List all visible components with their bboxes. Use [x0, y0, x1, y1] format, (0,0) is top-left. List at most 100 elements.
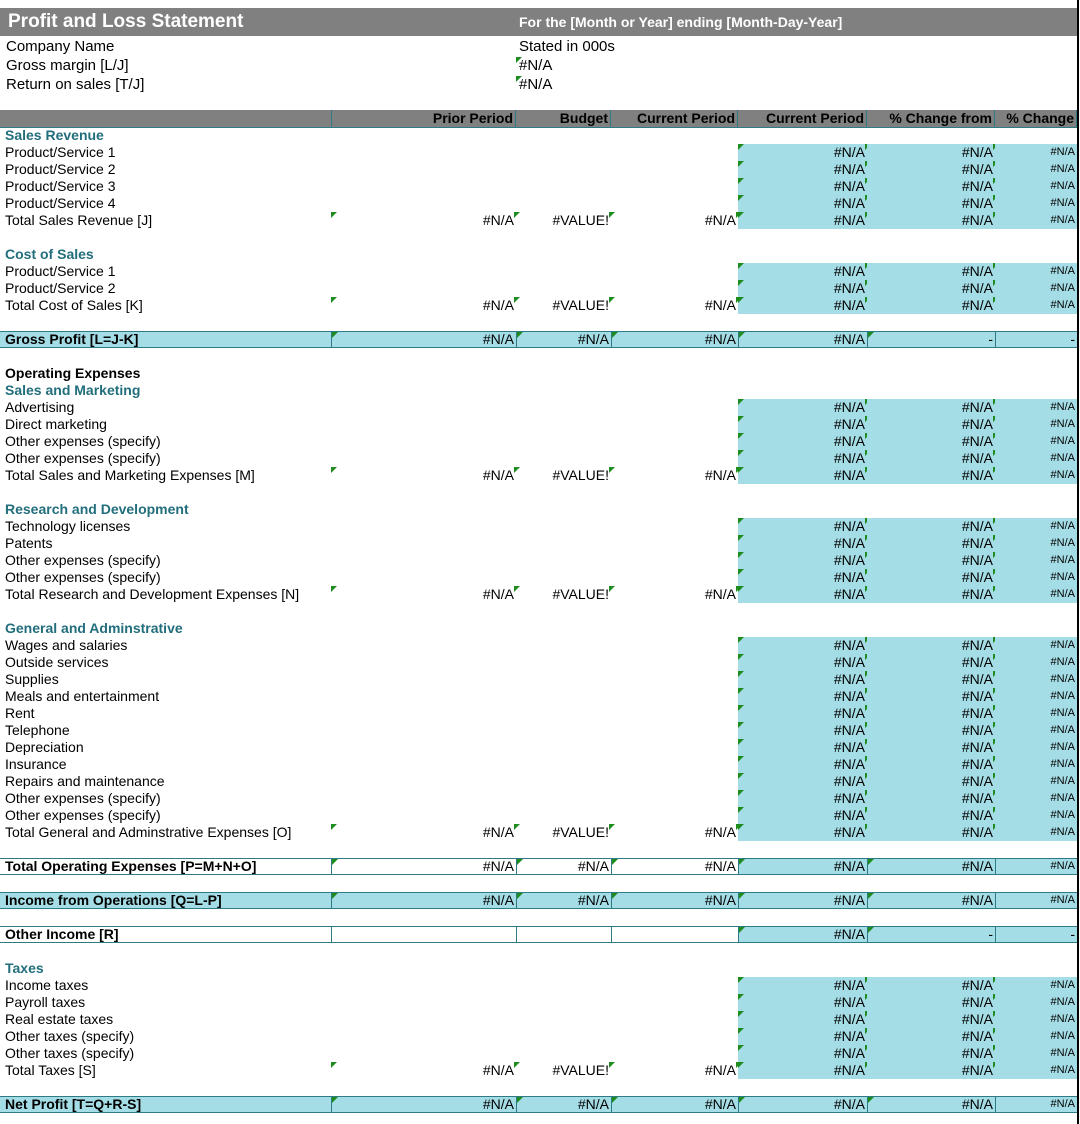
cell-marker	[514, 1062, 520, 1068]
info-value: #N/A	[519, 57, 553, 74]
cell-value: #N/A	[833, 773, 865, 789]
cell-border	[516, 892, 517, 909]
value-cell-bg	[738, 1062, 867, 1079]
cell-value: #N/A	[1050, 639, 1075, 651]
cell-value: #N/A	[961, 739, 993, 755]
cell-value: #N/A	[961, 1096, 993, 1112]
cell-value: #N/A	[833, 518, 865, 534]
cell-value: #N/A	[833, 144, 865, 160]
cell-value: #N/A	[577, 858, 609, 874]
cell-border	[516, 926, 517, 943]
value-cell-bg	[738, 416, 867, 433]
column-header: Budget	[516, 110, 611, 128]
cell-value: #N/A	[961, 144, 993, 160]
value-cell-bg	[995, 195, 1077, 212]
cell-value: #N/A	[961, 161, 993, 177]
cell-border	[331, 892, 332, 909]
cell-border	[516, 331, 517, 348]
value-cell-bg	[867, 1011, 995, 1028]
cell-marker	[739, 893, 745, 899]
value-cell-bg	[995, 671, 1077, 688]
cell-marker	[609, 1062, 615, 1068]
cell-value: #N/A	[961, 569, 993, 585]
band-label: Income from Operations [Q=L-P]	[5, 892, 222, 908]
value-cell-bg	[867, 518, 995, 535]
value-cell-bg	[867, 212, 995, 229]
cell-value: #N/A	[961, 416, 993, 432]
cell-marker	[738, 654, 744, 660]
value-cell-bg	[995, 994, 1077, 1011]
cell-marker	[738, 824, 744, 830]
cell-value: #N/A	[704, 858, 736, 874]
cell-marker	[868, 1097, 874, 1103]
cell-value: #N/A	[1050, 996, 1075, 1008]
cell-marker	[738, 739, 744, 745]
cell-marker	[738, 399, 744, 405]
value-cell-bg	[995, 637, 1077, 654]
cell-marker	[609, 212, 615, 218]
cell-border	[611, 892, 612, 909]
cell-value: #N/A	[1050, 690, 1075, 702]
value-cell-bg	[995, 688, 1077, 705]
row-label: Outside services	[5, 654, 109, 670]
value-cell-bg	[867, 705, 995, 722]
cell-border	[995, 926, 996, 943]
column-header: Current Period	[738, 110, 867, 128]
cell-value: #N/A	[961, 722, 993, 738]
value-cell-bg	[867, 722, 995, 739]
value-cell-bg	[867, 977, 995, 994]
cell-value: #N/A	[833, 1028, 865, 1044]
cell-border	[331, 1096, 332, 1113]
cell-value: #N/A	[961, 1045, 993, 1061]
cell-value: #N/A	[833, 331, 865, 347]
band-row	[0, 1096, 1077, 1113]
cell-value: #N/A	[1050, 265, 1075, 277]
value-cell-bg	[867, 654, 995, 671]
value-cell-bg	[995, 756, 1077, 773]
row-label: Product/Service 1	[5, 263, 116, 279]
cell-marker	[738, 722, 744, 728]
value-cell-bg	[995, 790, 1077, 807]
section-title: General and Adminstrative	[5, 620, 183, 636]
value-cell-bg	[738, 1011, 867, 1028]
total-label: Total Research and Development Expenses …	[5, 586, 300, 602]
cell-value: #N/A	[833, 569, 865, 585]
cell-marker	[868, 893, 874, 899]
row-label: Depreciation	[5, 739, 84, 755]
row-label: Product/Service 3	[5, 178, 116, 194]
section-title: Research and Development	[5, 501, 189, 517]
value-cell-bg	[995, 297, 1077, 314]
cell-value: #N/A	[961, 450, 993, 466]
cell-marker	[738, 1028, 744, 1034]
cell-value: #N/A	[961, 654, 993, 670]
cell-value: #N/A	[833, 739, 865, 755]
cell-marker	[514, 467, 520, 473]
value-cell-bg	[995, 518, 1077, 535]
value-cell-bg	[738, 212, 867, 229]
cell-value: #N/A	[961, 705, 993, 721]
cell-value: #N/A	[961, 1028, 993, 1044]
cell-value: #N/A	[704, 331, 736, 347]
cell-border	[516, 1096, 517, 1113]
value-cell-bg	[867, 756, 995, 773]
cell-value: #N/A	[833, 722, 865, 738]
cell-value: #N/A	[1050, 1030, 1075, 1042]
band-label: Total Operating Expenses [P=M+N+O]	[5, 858, 257, 874]
value-cell-bg	[867, 1045, 995, 1062]
cell-value: #N/A	[961, 858, 993, 874]
cell-marker	[738, 1062, 744, 1068]
value-cell-bg	[738, 994, 867, 1011]
value-cell-bg	[995, 807, 1077, 824]
cell-marker	[738, 518, 744, 524]
cell-value: #N/A	[577, 1096, 609, 1112]
cell-value: #N/A	[1050, 860, 1075, 872]
total-label: Total Cost of Sales [K]	[5, 297, 143, 313]
cell-border	[331, 926, 332, 943]
value-cell-bg	[995, 1011, 1077, 1028]
value-cell-bg	[995, 535, 1077, 552]
band-row	[0, 892, 1077, 909]
cell-marker	[516, 57, 522, 63]
cell-value: #N/A	[833, 926, 865, 942]
value-cell-bg	[738, 569, 867, 586]
